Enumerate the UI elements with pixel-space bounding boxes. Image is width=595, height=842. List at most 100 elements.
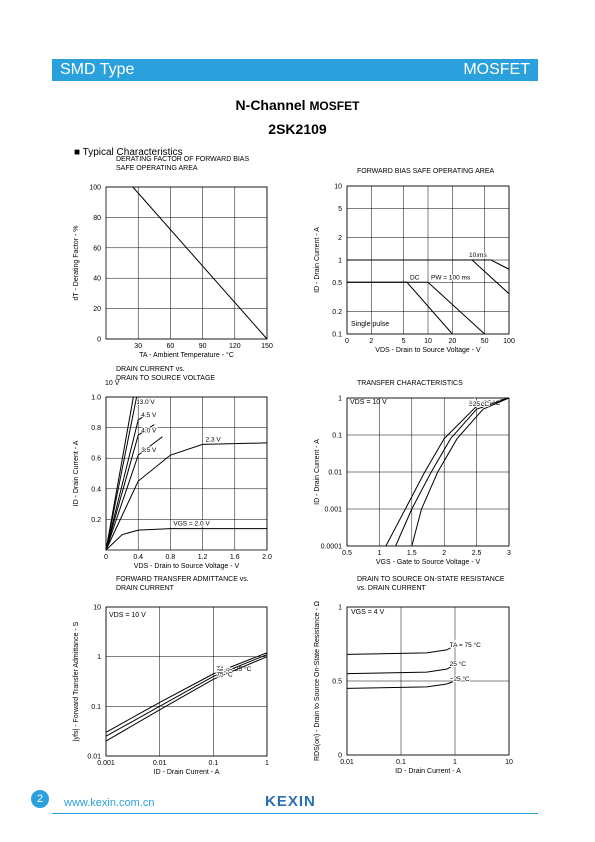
x-tick-label: 0 <box>104 554 108 561</box>
y-axis-label: dT - Derating Factor - % <box>73 226 80 301</box>
x-tick-label: 1 <box>377 550 381 557</box>
x-tick-label: 1 <box>265 760 269 767</box>
plot-frame <box>105 606 268 757</box>
x-tick-label: 10 <box>505 759 513 766</box>
series-label: 25 °C <box>450 660 467 668</box>
series-line <box>105 656 268 742</box>
x-tick-label: 0 <box>345 338 349 345</box>
plot-frame <box>105 186 268 340</box>
x-tick-label: 20 <box>448 338 456 345</box>
annotation: VGS = 4 V <box>351 609 385 616</box>
x-tick-label: 60 <box>167 343 175 350</box>
x-axis-label: VGS - Gate to Source Voltage - V <box>376 559 481 566</box>
annotation: Single pulse <box>351 321 389 328</box>
y-tick-label: 10 <box>93 605 101 612</box>
x-tick-label: 150 <box>261 343 273 350</box>
series-label: 1 ms <box>469 252 484 259</box>
y-tick-label: 0.2 <box>91 517 101 524</box>
x-tick-label: 2.5 <box>472 550 482 557</box>
y-tick-label: 1 <box>338 605 342 612</box>
x-tick-label: 0.4 <box>133 554 143 561</box>
series-label: TA = 75 °C <box>469 399 501 407</box>
y-tick-label: 0.1 <box>91 704 101 711</box>
x-axis-label: VDS - Drain to Source Voltage - V <box>134 563 240 570</box>
y-tick-label: 0.001 <box>324 507 342 514</box>
y-tick-label: 10 <box>334 184 342 191</box>
y-tick-label: 0.4 <box>91 486 101 493</box>
series-line <box>105 654 268 737</box>
part-number: 2SK2109 <box>268 121 327 137</box>
x-axis-label: ID - Drain Current - A <box>395 768 461 775</box>
series-line <box>346 664 456 675</box>
series-label: 25 °C <box>216 667 233 675</box>
x-tick-label: 1.2 <box>198 554 208 561</box>
series-label: 4.5 V <box>141 412 157 419</box>
series-line <box>347 281 453 335</box>
x-tick-label: 2 <box>442 550 446 557</box>
y-tick-label: 20 <box>93 306 101 313</box>
y-axis-label: RDS(on) - Drain to Source On-State Resis… <box>314 601 321 761</box>
series-label: VGS = 2.0 V <box>173 521 210 528</box>
header-bar: SMD Type MOSFET <box>52 59 538 81</box>
y-tick-label: 0.0001 <box>321 544 343 551</box>
x-tick-label: 50 <box>481 338 489 345</box>
series-label: 25 °C <box>469 400 486 408</box>
y-tick-label: 1 <box>338 258 342 265</box>
page-number: 2 <box>31 790 49 808</box>
y-tick-label: 0.1 <box>332 433 342 440</box>
series-label: 10 ms <box>469 252 487 259</box>
header-left: SMD Type <box>60 61 135 78</box>
x-tick-label: 5 <box>402 338 406 345</box>
series-line <box>105 436 163 551</box>
x-tick-label: 0.8 <box>166 554 176 561</box>
chart-title: FORWARD TRANSFER ADMITTANCE vs. <box>116 576 249 583</box>
series-label: 2.3 V <box>206 436 222 443</box>
title-1: N-Channel MOSFET <box>0 97 595 113</box>
series-line <box>132 186 268 340</box>
x-axis-label: ID - Drain Current - A <box>154 769 220 776</box>
series-label: 4.0 V <box>141 427 157 434</box>
x-tick-label: 120 <box>229 343 241 350</box>
chart-title: DRAIN CURRENT vs. <box>116 366 185 373</box>
y-tick-label: 0.5 <box>332 679 342 686</box>
x-tick-label: 2 <box>369 338 373 345</box>
y-tick-label: 0.1 <box>332 332 342 339</box>
series-label: 10 V <box>136 399 150 406</box>
x-tick-label: 1.5 <box>407 550 417 557</box>
x-tick-label: 0.5 <box>342 550 352 557</box>
series-label: 3.5 V <box>141 447 157 454</box>
chart-title: DRAIN TO SOURCE VOLTAGE <box>116 375 215 382</box>
series-line <box>105 396 134 551</box>
y-tick-label: 0.01 <box>328 470 342 477</box>
y-axis-label: |yfs| - Forward Transfer Admittance - S <box>73 621 80 741</box>
y-tick-label: 40 <box>93 276 101 283</box>
x-tick-label: 1 <box>453 759 457 766</box>
y-tick-label: 0 <box>338 753 342 760</box>
y-tick-label: 1 <box>338 396 342 403</box>
annotation: VDS = 10 V <box>109 612 146 619</box>
annotation: VDS = 10 V <box>350 399 387 406</box>
series-label: DC <box>410 274 420 281</box>
y-tick-label: 80 <box>93 215 101 222</box>
series-line <box>395 397 510 547</box>
x-tick-label: 0.01 <box>340 759 354 766</box>
y-tick-label: 2 <box>338 235 342 242</box>
x-tick-label: 0.1 <box>208 760 218 767</box>
series-line <box>105 396 138 551</box>
y-tick-label: 0.8 <box>91 425 101 432</box>
x-tick-label: 1.6 <box>230 554 240 561</box>
series-label: −25 °C <box>450 675 470 683</box>
section-title: ■ Typical Characteristics <box>74 147 183 158</box>
series-line <box>105 411 151 551</box>
series-line <box>105 424 155 551</box>
series-label: TA = 75 °C <box>450 641 482 649</box>
chart-title: SAFE OPERATING AREA <box>116 165 198 172</box>
y-tick-label: 100 <box>89 185 101 192</box>
footer-url: www.kexin.com.cn <box>64 797 155 809</box>
y-tick-label: 0.01 <box>87 754 101 761</box>
x-tick-label: 3 <box>507 550 511 557</box>
y-tick-label: 0 <box>97 337 101 344</box>
series-line <box>385 397 510 547</box>
y-axis-label: ID - Drain Current - A <box>73 440 80 506</box>
